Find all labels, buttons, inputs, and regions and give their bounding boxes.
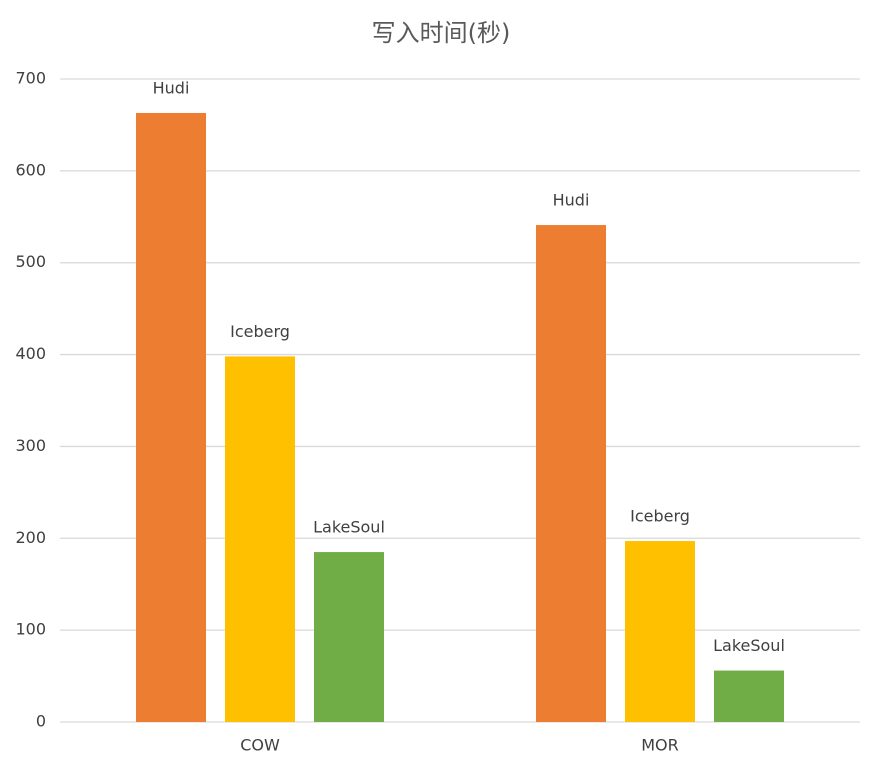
- y-tick-label: 400: [15, 344, 46, 363]
- x-tick-label: COW: [240, 736, 280, 755]
- bar: [314, 552, 384, 722]
- y-tick-label: 100: [15, 620, 46, 639]
- bar-label: Iceberg: [630, 507, 690, 526]
- bar: [625, 541, 695, 722]
- y-tick-label: 700: [15, 69, 46, 88]
- bar-label: Hudi: [553, 191, 590, 210]
- y-tick-label: 300: [15, 436, 46, 455]
- bar: [536, 225, 606, 722]
- bar-label: Iceberg: [230, 322, 290, 341]
- x-tick-label: MOR: [641, 736, 679, 755]
- y-tick-label: 600: [15, 160, 46, 179]
- chart-title: 写入时间(秒): [372, 19, 511, 47]
- bar-label: LakeSoul: [713, 636, 785, 655]
- y-tick-label: 0: [36, 712, 46, 731]
- bar-label: Hudi: [153, 78, 190, 97]
- y-tick-label: 200: [15, 528, 46, 547]
- y-tick-label: 500: [15, 252, 46, 271]
- bar: [136, 112, 206, 723]
- bar: [225, 356, 295, 722]
- bar: [714, 670, 784, 722]
- bar-label: LakeSoul: [313, 518, 385, 537]
